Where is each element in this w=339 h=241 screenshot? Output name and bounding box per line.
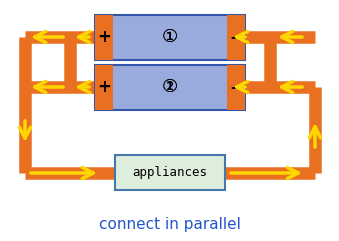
Text: +: +	[97, 79, 111, 96]
Text: appliances: appliances	[133, 166, 207, 179]
Text: ②: ②	[162, 79, 178, 96]
Bar	[95, 65, 113, 110]
Bar	[95, 65, 245, 110]
Bar	[115, 155, 225, 190]
Bar	[95, 15, 245, 60]
Bar	[227, 15, 245, 60]
Text: +: +	[97, 28, 111, 47]
Text: ①: ①	[162, 79, 178, 96]
Text: −: −	[229, 28, 243, 47]
Text: −: −	[229, 79, 243, 96]
Bar	[227, 65, 245, 110]
Text: ①: ①	[162, 28, 178, 47]
Bar	[95, 15, 113, 60]
Text: ①: ①	[162, 28, 178, 47]
Text: connect in parallel: connect in parallel	[99, 217, 240, 233]
